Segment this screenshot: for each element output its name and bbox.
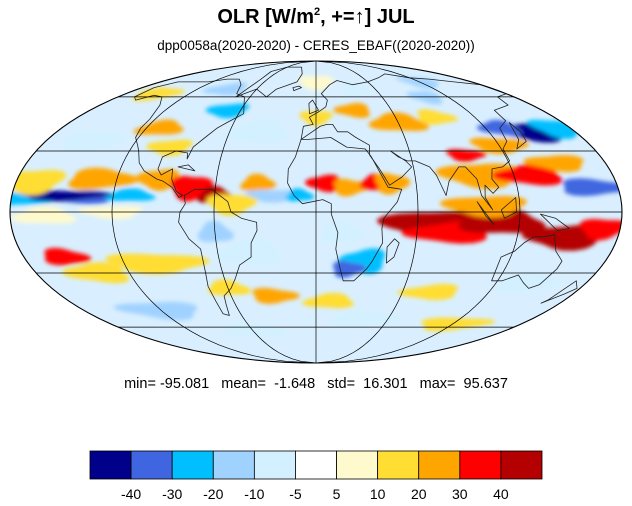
stat-max: 95.637 <box>463 376 508 392</box>
anomaly-region <box>301 292 354 309</box>
colorbar-tick-label: -10 <box>244 486 264 502</box>
colorbar-tick-label: 30 <box>452 486 468 502</box>
colorbar-swatch <box>418 450 461 480</box>
anomaly-region <box>77 206 143 220</box>
mollweide-map <box>9 60 623 364</box>
anomaly-region <box>417 109 459 125</box>
anomaly-region <box>562 178 622 197</box>
colorbar-tick-label: 5 <box>333 486 341 502</box>
anomaly-region <box>105 253 210 275</box>
colorbar-swatch <box>377 450 420 480</box>
map-outline <box>9 60 623 364</box>
coastline <box>540 280 578 304</box>
anomaly-region <box>206 194 258 216</box>
coastline <box>292 85 302 91</box>
up-arrow-icon: ↑ <box>354 6 365 28</box>
anomaly-region <box>435 163 520 190</box>
coastline <box>491 234 563 289</box>
colorbar-tick-label: -40 <box>121 486 141 502</box>
field-statistics: min= -95.081 mean= -1.648 std= 16.301 ma… <box>124 376 508 392</box>
anomaly-region <box>213 239 283 265</box>
colorbar-tick-label: 40 <box>493 486 509 502</box>
colorbar-tick-label: 20 <box>411 486 427 502</box>
coastline <box>476 201 495 225</box>
anomaly-region <box>10 192 54 206</box>
anomaly-region <box>10 206 77 224</box>
anomaly-region <box>113 301 198 321</box>
anomaly-region <box>221 322 289 336</box>
coastline <box>508 122 527 150</box>
anomaly-region <box>420 317 496 332</box>
anomaly-region <box>445 149 487 162</box>
anomaly-region <box>491 163 563 186</box>
colorbar-swatch <box>500 450 543 480</box>
anomaly-region <box>207 279 252 296</box>
anomaly-region <box>397 283 459 301</box>
anomaly-region <box>579 219 622 241</box>
anomaly-region <box>197 220 235 242</box>
colorbar-swatch <box>89 450 132 480</box>
anomaly-region <box>133 119 184 135</box>
anomaly-region <box>240 173 277 191</box>
stat-std: 16.301 <box>363 376 408 392</box>
anomaly-region <box>304 174 340 193</box>
anomaly-region <box>170 175 214 202</box>
anomaly-region <box>67 167 140 190</box>
coastlines <box>134 66 578 316</box>
anomaly-region <box>406 91 443 105</box>
anomaly-region <box>63 132 128 153</box>
anomaly-region <box>205 103 250 119</box>
coastline <box>235 66 303 98</box>
anomaly-region <box>342 82 373 96</box>
anomaly-region <box>321 220 365 243</box>
graticule <box>10 61 622 363</box>
colorbar-swatch <box>130 450 173 480</box>
anomaly-region <box>252 287 301 304</box>
plot-subtitle: dpp0058a(2020-2020) - CERES_EBAF((2020-2… <box>157 38 475 53</box>
colorbar-swatch <box>212 450 255 480</box>
plot-title: OLR [W/m2, +=↑] JUL <box>217 6 415 28</box>
coastline <box>134 78 245 198</box>
anomaly-region <box>395 76 440 89</box>
anomaly-region <box>368 112 430 131</box>
colorbar-swatch <box>295 450 337 480</box>
anomaly-region <box>201 82 248 96</box>
stat-mean: -1.648 <box>274 376 316 392</box>
coastline <box>386 238 400 264</box>
coastline <box>540 213 570 231</box>
colorbar-swatch <box>459 450 502 480</box>
anomaly-region <box>224 119 286 143</box>
stat-min: -95.081 <box>159 376 210 392</box>
colorbar-tick-label: 10 <box>370 486 386 502</box>
anomaly-region <box>333 103 370 118</box>
colorbar-swatch <box>336 450 379 480</box>
anomaly-region <box>285 188 315 202</box>
colorbar-swatch <box>171 450 214 480</box>
colorbar-tick-label: -20 <box>203 486 223 502</box>
colorbar-tick-label: -5 <box>289 486 302 502</box>
coastline <box>177 164 196 172</box>
coastline <box>287 137 403 282</box>
colorbar-swatch <box>253 450 296 480</box>
coastline <box>308 99 319 115</box>
anomaly-region <box>20 190 113 202</box>
colorbar-tick-label: -30 <box>162 486 182 502</box>
coastline <box>300 73 510 211</box>
anomaly-region <box>44 247 92 266</box>
anomaly-region <box>104 188 156 201</box>
anomaly-region <box>522 155 584 173</box>
coastline <box>178 188 258 316</box>
